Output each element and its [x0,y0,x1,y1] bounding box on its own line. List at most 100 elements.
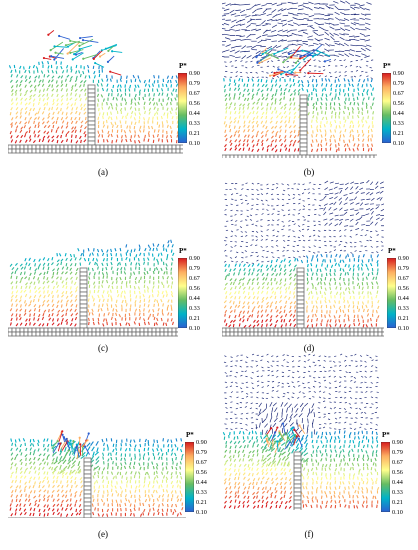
air-particle [338,385,342,387]
water-particle [148,503,151,508]
water-particle [307,292,311,296]
air-particle [244,370,247,372]
water-particle [176,495,179,499]
bed-block [175,144,181,150]
air-particle [307,35,313,38]
air-particle [240,213,243,216]
water-particle [260,314,264,318]
water-particle [224,97,228,102]
water-particle [362,254,365,258]
water-particle [229,295,233,299]
water-particle [151,448,155,452]
water-particle [311,139,314,143]
air-particle [235,220,238,222]
air-particle [281,365,284,367]
water-particle [329,454,332,458]
breakwater-a [87,84,96,146]
air-particle [235,35,242,37]
water-particle [28,303,32,307]
water-particle [9,507,12,511]
water-particle [42,262,46,266]
splash-droplet [69,39,72,42]
water-particle [10,313,14,317]
water-particle [65,471,68,476]
water-particle [138,129,142,133]
air-particle [339,376,342,378]
water-particle [248,111,252,116]
water-particle [98,271,101,275]
air-particle [353,39,360,42]
air-particle [333,361,336,363]
water-particle [278,264,281,268]
bed-block [369,331,375,337]
water-particle [51,299,54,303]
water-particle [271,93,275,98]
water-particle [37,439,40,444]
air-particle [289,413,293,419]
water-particle [171,465,174,470]
bed-block [349,327,355,333]
water-particle [151,125,154,130]
water-particle [233,436,236,440]
water-particle [32,461,36,465]
water-particle [65,257,68,262]
water-particle [174,452,177,457]
air-particle [313,234,316,237]
water-particle [15,498,18,502]
splash-particle [312,52,321,57]
water-particle [224,291,228,295]
water-particle [43,275,45,280]
water-particle [247,134,250,138]
water-particle [251,281,254,286]
water-particle [224,309,228,314]
water-particle [228,124,231,129]
water-particle [279,267,282,272]
wall-block [79,307,88,313]
water-particle [15,447,19,451]
water-particle [300,259,304,264]
water-particle [19,80,23,84]
air-particle [245,66,248,69]
water-particle [83,107,87,111]
water-particle [356,147,359,151]
water-particle [170,101,172,106]
water-particle [144,247,147,252]
air-particle [292,250,295,252]
water-particle [97,470,100,475]
water-particle [162,322,165,326]
bed-block [171,144,177,150]
air-particle [240,39,246,41]
water-particle [279,129,282,133]
water-particle [234,449,237,454]
air-particle [286,75,289,78]
water-particle [371,102,374,106]
air-particle [375,230,378,233]
wall-block [79,299,88,305]
splash-droplet [92,57,95,60]
splash-particle [62,434,66,443]
water-particle [270,79,273,83]
wall-block [83,465,92,471]
water-particle [298,447,304,453]
air-particle [370,391,373,393]
water-particle [28,101,31,106]
air-particle [256,209,259,211]
water-particle [134,280,137,285]
water-particle [288,148,291,152]
air-particle [324,54,330,58]
water-particle [106,101,108,106]
water-particle [371,271,374,276]
water-particle [106,88,109,92]
water-particle [101,513,105,517]
water-particle [275,79,278,83]
water-particle [370,323,373,327]
water-particle [134,112,137,116]
air-particle [343,18,350,21]
water-particle [377,305,380,310]
bed-block [39,327,45,333]
water-particle [43,295,46,299]
air-particle [324,355,327,358]
air-particle [283,214,286,217]
water-particle [339,450,342,454]
water-particle [229,87,231,91]
